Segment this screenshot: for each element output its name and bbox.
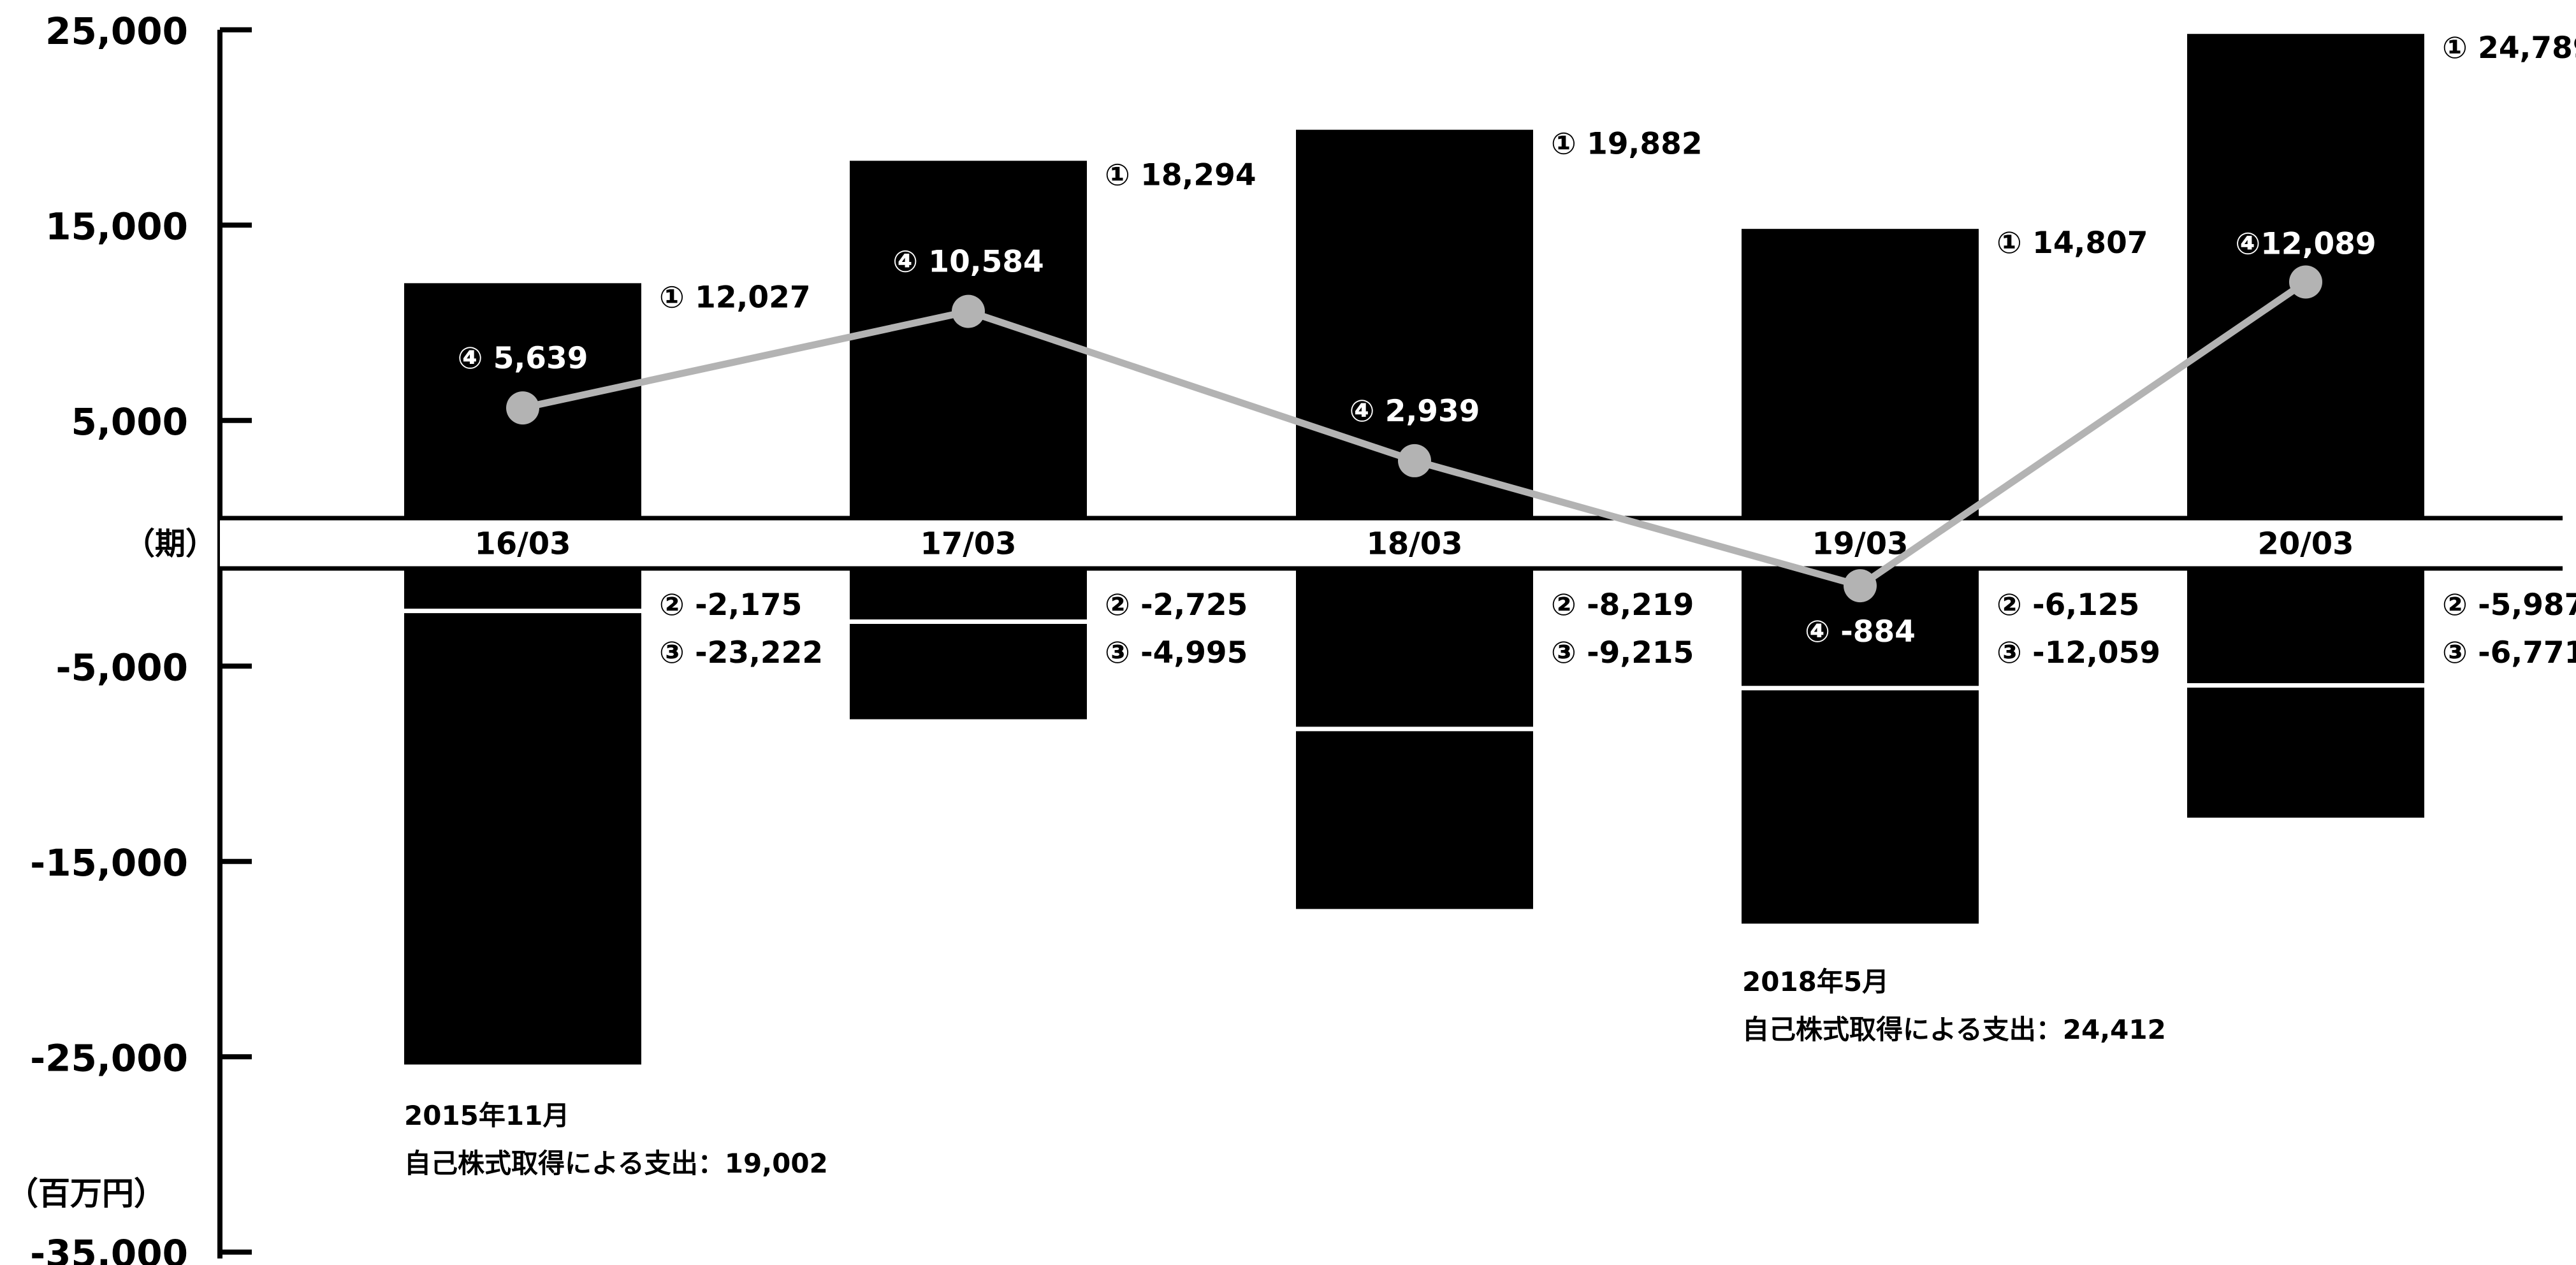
y-tick-label: 15,000 — [45, 205, 188, 248]
y-tick-label: -25,000 — [30, 1036, 188, 1080]
bars — [404, 34, 2424, 1065]
bar-series-2 — [404, 568, 641, 611]
label-series-3: ③ -23,222 — [659, 635, 823, 670]
x-tick-label: 19/03 — [1812, 526, 1908, 562]
x-tick-label: 17/03 — [920, 526, 1016, 562]
label-series-4: ④ 10,584 — [892, 245, 1044, 280]
y-tick-label: 25,000 — [45, 10, 188, 53]
bar-series-2 — [1296, 568, 1533, 729]
label-series-1: ① 19,882 — [1551, 127, 1703, 162]
series-4-point — [1398, 444, 1431, 477]
series-4-point — [1844, 569, 1877, 603]
label-series-2: ② -5,987 — [2442, 588, 2576, 623]
y-axis: 25,000 15,000 5,000 -5,000 -15,000 -25,000 -35… — [6, 10, 252, 1265]
label-series-2: ② -2,175 — [659, 588, 802, 623]
label-series-1: ① 18,294 — [1105, 157, 1256, 192]
y-tick-label: -15,000 — [30, 841, 188, 885]
y-axis-unit-label: （百万円） — [6, 1175, 166, 1212]
series-4-line-group — [506, 265, 2322, 603]
label-series-4: ④ 2,939 — [1350, 394, 1480, 429]
label-series-2: ② -8,219 — [1551, 588, 1694, 623]
bar-series-3 — [2187, 685, 2424, 818]
bar-series-2 — [850, 568, 1087, 622]
label-series-1: ① 24,789 — [2442, 31, 2576, 66]
annotation-text: 自己株式取得による支出：24,412 — [1742, 1014, 2166, 1045]
x-tick-label: 20/03 — [2257, 526, 2354, 562]
label-series-1: ① 12,027 — [659, 280, 811, 315]
label-series-3: ③ -9,215 — [1551, 635, 1694, 670]
annotation-text: 自己株式取得による支出：19,002 — [404, 1148, 828, 1179]
label-series-2: ② -6,125 — [1997, 588, 2139, 623]
label-series-2: ② -2,725 — [1105, 588, 1248, 623]
series-4-point — [2289, 265, 2322, 299]
label-series-4: ④ 5,639 — [458, 341, 588, 376]
bar-series-2 — [2187, 568, 2424, 686]
x-axis-label: （期） — [124, 526, 216, 562]
series-4-point — [506, 391, 539, 425]
x-tick-label: 18/03 — [1366, 526, 1462, 562]
x-tick-label: 16/03 — [474, 526, 571, 562]
label-series-4: ④12,089 — [2235, 226, 2376, 261]
bar-series-1 — [1742, 229, 1979, 518]
bar-series-3 — [404, 611, 641, 1065]
label-series-4: ④ -884 — [1805, 614, 1916, 649]
label-series-3: ③ -6,771 — [2442, 635, 2576, 670]
bar-series-3 — [850, 621, 1087, 719]
label-series-3: ③ -4,995 — [1105, 635, 1248, 670]
period-band-fill — [220, 518, 2563, 568]
y-tick-label: 5,000 — [71, 400, 188, 444]
period-band: （期） 16/03 17/03 18/03 19/03 20/03 — [124, 516, 2563, 571]
label-series-3: ③ -12,059 — [1997, 635, 2160, 670]
y-tick-label: -35,000 — [30, 1232, 188, 1265]
annotation-date: 2018年5月 — [1742, 966, 1889, 997]
bar-series-3 — [1296, 728, 1533, 909]
y-tick-label: -5,000 — [55, 646, 188, 689]
series-4-point — [952, 294, 985, 328]
annotation-date: 2015年11月 — [404, 1100, 569, 1131]
data-labels: ① 12,027 ② -2,175 ③ -23,222 ① 18,294 ② -2,72… — [458, 31, 2576, 670]
bar-series-3 — [1742, 688, 1979, 924]
label-series-1: ① 14,807 — [1997, 226, 2148, 261]
